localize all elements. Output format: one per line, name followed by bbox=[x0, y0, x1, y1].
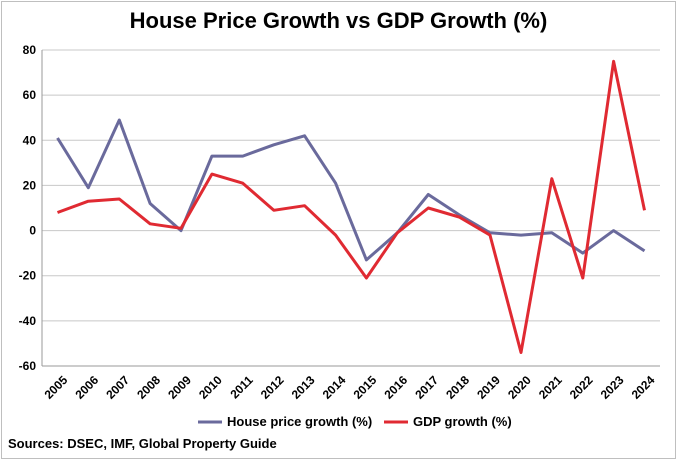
x-tick-label: 2009 bbox=[165, 373, 194, 402]
y-tick-label: 60 bbox=[23, 88, 37, 102]
x-tick-label: 2014 bbox=[320, 373, 349, 402]
series-line-gdp bbox=[56, 59, 646, 354]
x-tick-label: 2020 bbox=[505, 373, 534, 402]
x-tick-label: 2018 bbox=[443, 373, 472, 402]
x-axis-ticks: 2005 2006 2007 2008 2009 2010 2011 2012 2013 2014… bbox=[42, 373, 658, 402]
x-tick-label: 2022 bbox=[567, 373, 596, 402]
series-lines bbox=[56, 59, 646, 354]
x-tick-label: 2006 bbox=[72, 373, 101, 402]
y-tick-label: -60 bbox=[19, 359, 37, 373]
y-tick-label: 20 bbox=[23, 178, 37, 192]
y-tick-label: 0 bbox=[29, 224, 36, 238]
y-axis-ticks: 80 60 40 20 0 -20 -40 -60 bbox=[19, 43, 37, 373]
x-tick-label: 2016 bbox=[381, 373, 410, 402]
source-note: Sources: DSEC, IMF, Global Property Guid… bbox=[8, 436, 277, 451]
chart-title: House Price Growth vs GDP Growth (%) bbox=[129, 8, 548, 33]
y-tick-label: -20 bbox=[19, 269, 37, 283]
legend: House price growth (%) GDP growth (%) bbox=[198, 414, 512, 429]
y-tick-label: 80 bbox=[23, 43, 37, 57]
x-tick-label: 2019 bbox=[474, 373, 503, 402]
x-tick-label: 2017 bbox=[412, 373, 441, 402]
y-tick-label: 40 bbox=[23, 133, 37, 147]
legend-label: GDP growth (%) bbox=[413, 414, 512, 429]
y-tick-label: -40 bbox=[19, 314, 37, 328]
x-tick-label: 2023 bbox=[598, 373, 627, 402]
x-tick-label: 2011 bbox=[227, 373, 256, 402]
x-tick-label: 2010 bbox=[196, 373, 225, 402]
legend-label: House price growth (%) bbox=[227, 414, 372, 429]
x-tick-label: 2007 bbox=[103, 373, 132, 402]
series-line-house-price bbox=[56, 118, 646, 262]
x-tick-label: 2021 bbox=[536, 373, 565, 402]
x-tick-label: 2024 bbox=[629, 373, 658, 402]
x-tick-label: 2015 bbox=[351, 373, 380, 402]
x-tick-label: 2013 bbox=[289, 373, 318, 402]
x-tick-label: 2012 bbox=[258, 373, 287, 402]
x-tick-label: 2005 bbox=[42, 373, 71, 402]
x-tick-label: 2008 bbox=[134, 373, 163, 402]
gridlines bbox=[41, 49, 660, 367]
